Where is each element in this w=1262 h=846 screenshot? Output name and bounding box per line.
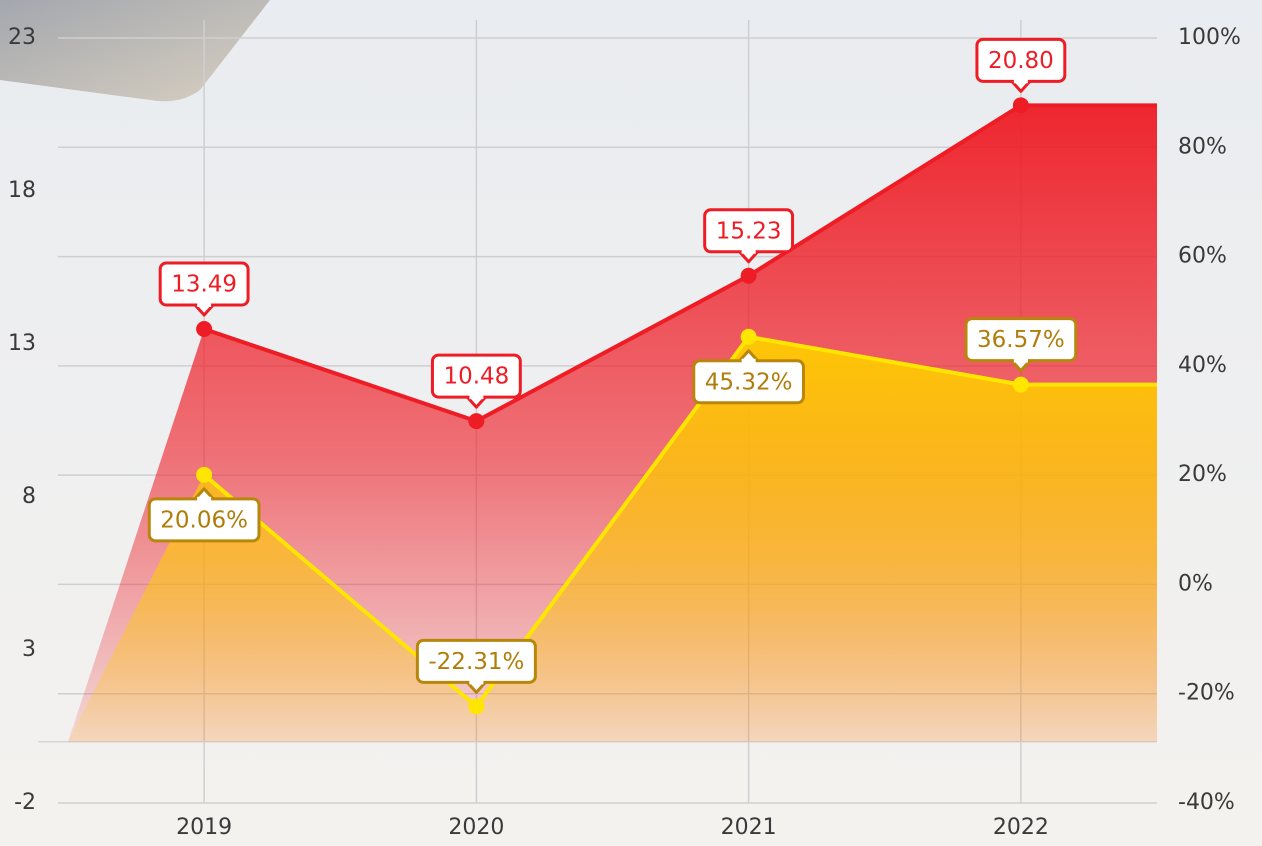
data-label-text: 20.06% xyxy=(160,507,248,533)
label-pointer xyxy=(194,487,215,500)
decoration xyxy=(0,0,270,102)
y2-tick-label: 0% xyxy=(1178,571,1213,596)
x-tick-label: 2022 xyxy=(993,815,1049,840)
point xyxy=(1012,97,1029,114)
y-tick-label: 13 xyxy=(8,331,36,356)
data-label: 15.23 xyxy=(703,208,795,264)
point xyxy=(196,466,213,483)
data-label: -22.31% xyxy=(415,638,537,694)
y-tick-label: 23 xyxy=(8,25,36,50)
y-tick-label: 18 xyxy=(8,178,36,203)
y-tick-label: 3 xyxy=(22,637,36,662)
data-label-text: 20.80 xyxy=(988,48,1054,74)
data-label: 20.80 xyxy=(975,37,1067,93)
label-pointer xyxy=(738,349,759,362)
y2-tick-label: 100% xyxy=(1178,25,1241,50)
label-pointer xyxy=(466,681,487,694)
line xyxy=(202,334,1022,709)
x-tick-label: 2021 xyxy=(721,815,777,840)
y2-tick-label: 80% xyxy=(1178,134,1227,159)
data-label: 20.06% xyxy=(147,487,261,543)
label-pointer xyxy=(1010,80,1031,93)
line xyxy=(203,103,1022,424)
data-label: 45.32% xyxy=(692,349,805,405)
area xyxy=(68,336,1157,742)
label-pointer xyxy=(738,250,759,264)
data-label: 10.48 xyxy=(430,353,522,409)
label-pointer xyxy=(466,396,487,409)
y2-tick-label: -40% xyxy=(1178,790,1235,815)
point xyxy=(196,321,213,338)
point xyxy=(740,267,757,284)
data-label: 36.57% xyxy=(964,317,1078,373)
data-label: 13.49 xyxy=(158,261,250,317)
x-tick-label: 2019 xyxy=(176,815,232,840)
y-tick-label: -2 xyxy=(14,790,36,815)
data-label-text: 45.32% xyxy=(705,369,793,395)
point xyxy=(740,328,757,345)
y-tick-label: 8 xyxy=(22,484,36,509)
label-pointer xyxy=(1010,359,1031,373)
point xyxy=(1012,376,1029,393)
point xyxy=(468,698,485,715)
data-label-text: -22.31% xyxy=(428,649,524,675)
data-label-text: 36.57% xyxy=(977,327,1065,353)
data-label-text: 13.49 xyxy=(171,272,237,298)
y2-tick-label: 60% xyxy=(1178,244,1227,269)
point xyxy=(468,413,485,430)
data-label-text: 10.48 xyxy=(443,364,509,390)
y2-tick-label: 20% xyxy=(1178,462,1227,487)
y2-tick-label: 40% xyxy=(1178,353,1227,378)
y2-tick-label: -20% xyxy=(1178,681,1235,706)
data-label-text: 15.23 xyxy=(716,218,782,244)
label-pointer xyxy=(194,304,215,317)
x-tick-label: 2020 xyxy=(448,815,504,840)
